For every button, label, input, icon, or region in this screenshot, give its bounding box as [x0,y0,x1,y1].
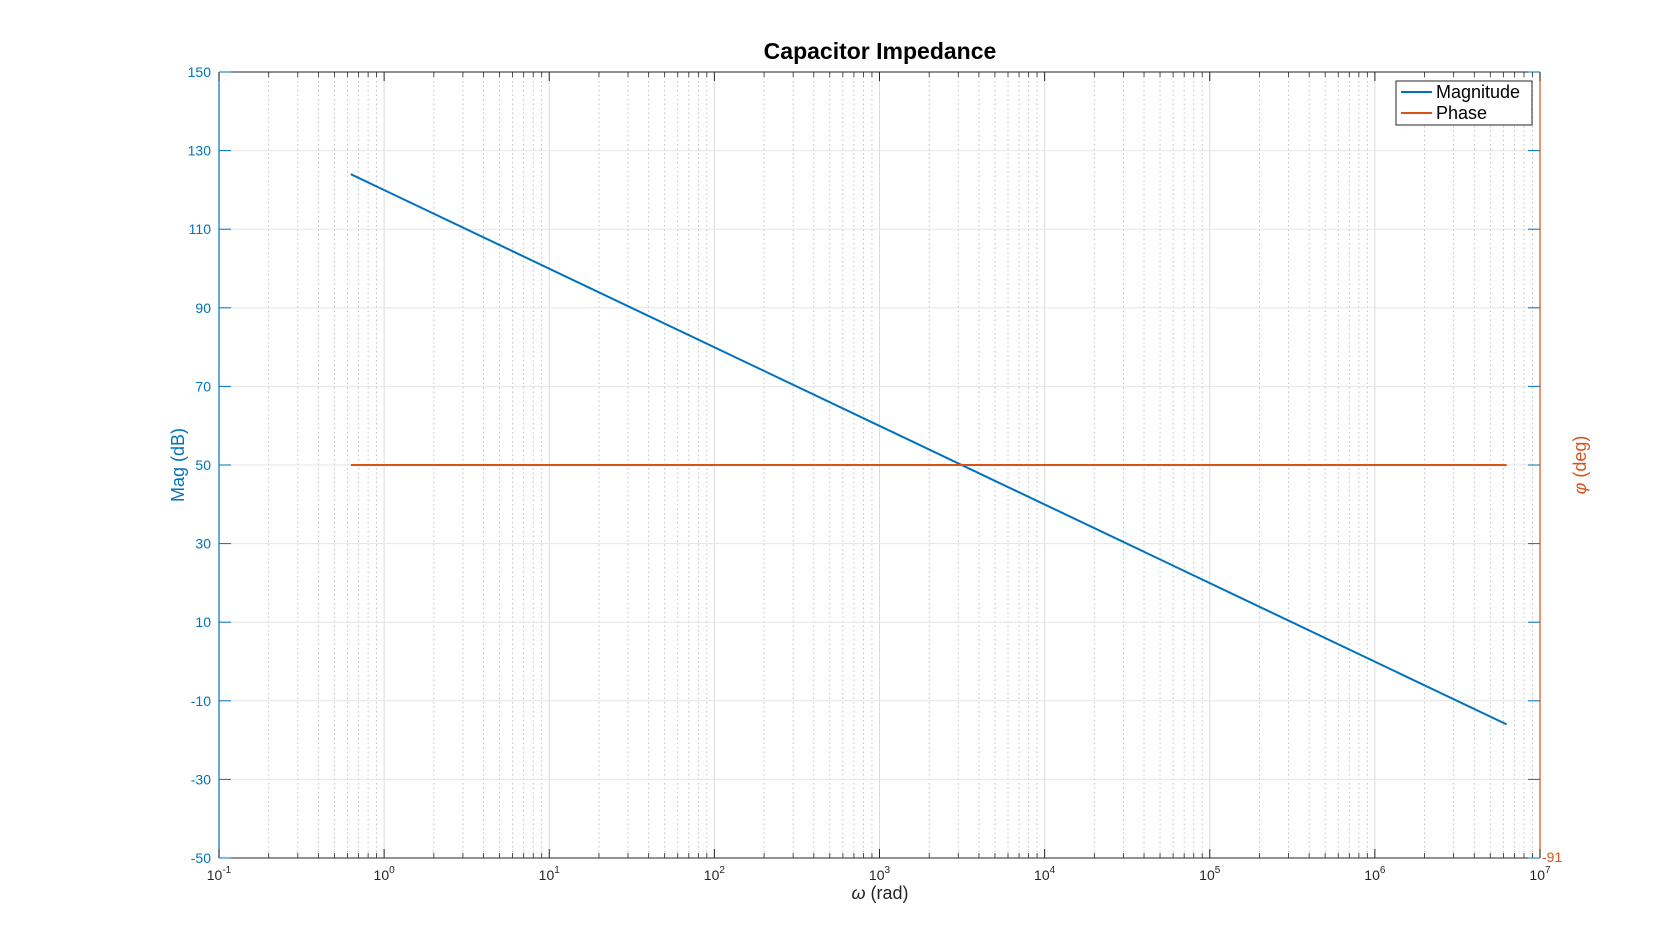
x-tick-base: 10 [374,867,390,883]
x-tick-base: 10 [1199,867,1215,883]
x-tick-exponent: 1 [554,865,560,876]
legend: Magnitude Phase [1395,80,1533,126]
x-tick-exponent: 6 [1380,865,1386,876]
x-tick-base: 10 [1034,867,1050,883]
x-tick-exponent: 4 [1050,865,1056,876]
y-axis-label-left: Mag (dB) [168,428,188,502]
x-tick-label: 105 [1199,865,1221,883]
x-tick-label: 104 [1034,865,1056,883]
x-tick-base: 10 [869,867,885,883]
x-tick-exponent: 2 [719,865,725,876]
legend-box [1395,80,1533,126]
chart-title: Capacitor Impedance [764,38,997,64]
x-tick-label: 100 [374,865,396,883]
y-left-tick-label: 130 [188,143,212,159]
y-left-tick-label: 10 [195,614,211,630]
x-axis-unit: (rad) [866,883,909,903]
x-tick-exponent: 7 [1545,865,1551,876]
x-tick-exponent: 5 [1215,865,1221,876]
x-tick-base: 10 [539,867,555,883]
y-left-tick-label: -10 [191,693,211,709]
x-tick-base: 10 [1364,867,1380,883]
x-tick-label: 101 [539,865,561,883]
y-axis-right-symbol: φ [1570,482,1590,494]
legend-label-magnitude: Magnitude [1436,82,1520,102]
x-tick-exponent: 0 [389,865,395,876]
x-tick-base: 10 [1529,867,1545,883]
y-left-tick-label: 110 [189,221,212,237]
series-layer [350,173,1508,726]
axes [218,71,1541,859]
x-tick-base: 10 [704,867,720,883]
y-left-tick-label: -50 [191,850,211,866]
y-axis-right-unit: (deg) [1570,436,1590,483]
x-tick-label: 107 [1529,865,1551,883]
y-left-tick-label: 90 [195,300,211,316]
x-tick-label: 10-1 [207,865,232,883]
x-tick-base: 10 [207,867,223,883]
tick-labels: 10-1 100 101 102 103 104 105 106 107150130110907… [188,64,1563,883]
x-tick-label: 102 [704,865,726,883]
y-left-tick-label: 70 [195,378,211,394]
x-axis-label: ω (rad) [851,883,908,903]
y-left-tick-label: 30 [195,536,211,552]
y-left-tick-label: 150 [188,64,212,80]
x-tick-exponent: 3 [885,865,891,876]
legend-label-phase: Phase [1436,103,1487,123]
y-right-tick-label: -91 [1542,849,1562,865]
y-axis-label-right: φ (deg) [1570,436,1590,495]
x-tick-label: 106 [1364,865,1386,883]
x-tick-label: 103 [869,865,891,883]
y-left-tick-label: -30 [191,771,211,787]
x-tick-exponent: -1 [222,865,231,876]
series-line-magnitude [350,173,1508,726]
x-axis-symbol: ω [851,883,865,903]
y-left-tick-label: 50 [195,457,211,473]
